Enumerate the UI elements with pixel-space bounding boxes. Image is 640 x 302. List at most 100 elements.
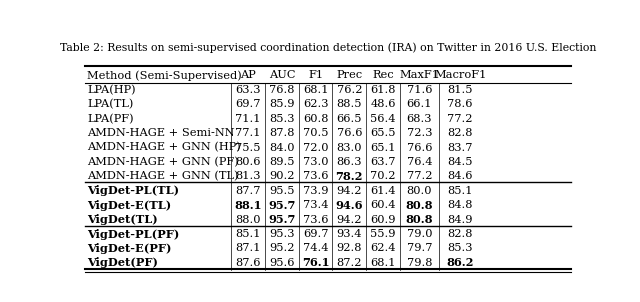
Text: 84.5: 84.5 xyxy=(447,157,473,167)
Text: AMDN-HAGE + GNN (PF): AMDN-HAGE + GNN (PF) xyxy=(88,157,239,167)
Text: 94.2: 94.2 xyxy=(337,186,362,196)
Text: 86.3: 86.3 xyxy=(337,157,362,167)
Text: 93.4: 93.4 xyxy=(337,229,362,239)
Text: LPA(PF): LPA(PF) xyxy=(88,114,134,124)
Text: 85.9: 85.9 xyxy=(269,99,294,109)
Text: AMDN-HAGE + Semi-NN: AMDN-HAGE + Semi-NN xyxy=(88,128,235,138)
Text: VigDet-PL(PF): VigDet-PL(PF) xyxy=(88,229,180,239)
Text: 76.6: 76.6 xyxy=(337,128,362,138)
Text: 60.8: 60.8 xyxy=(303,114,328,124)
Text: 95.6: 95.6 xyxy=(269,258,294,268)
Text: 73.6: 73.6 xyxy=(303,215,328,225)
Text: LPA(TL): LPA(TL) xyxy=(88,99,134,109)
Text: 76.1: 76.1 xyxy=(302,257,330,268)
Text: 75.5: 75.5 xyxy=(236,143,261,153)
Text: 81.3: 81.3 xyxy=(236,171,261,182)
Text: 90.2: 90.2 xyxy=(269,171,294,182)
Text: 78.6: 78.6 xyxy=(447,99,473,109)
Text: 69.7: 69.7 xyxy=(236,99,261,109)
Text: 83.0: 83.0 xyxy=(337,143,362,153)
Text: AMDN-HAGE + GNN (TL): AMDN-HAGE + GNN (TL) xyxy=(88,171,239,182)
Text: 48.6: 48.6 xyxy=(371,99,396,109)
Text: 84.8: 84.8 xyxy=(447,200,473,210)
Text: AP: AP xyxy=(240,70,256,80)
Text: 62.3: 62.3 xyxy=(303,99,328,109)
Text: 95.7: 95.7 xyxy=(268,214,296,225)
Text: 78.2: 78.2 xyxy=(335,171,363,182)
Text: AUC: AUC xyxy=(269,70,295,80)
Text: 73.4: 73.4 xyxy=(303,200,328,210)
Text: 79.7: 79.7 xyxy=(406,243,432,253)
Text: 66.1: 66.1 xyxy=(406,99,432,109)
Text: 87.6: 87.6 xyxy=(236,258,261,268)
Text: 68.1: 68.1 xyxy=(303,85,328,95)
Text: 60.4: 60.4 xyxy=(371,200,396,210)
Text: VigDet(TL): VigDet(TL) xyxy=(88,214,158,225)
Text: 94.2: 94.2 xyxy=(337,215,362,225)
Text: LPA(HP): LPA(HP) xyxy=(88,85,136,95)
Text: 87.1: 87.1 xyxy=(236,243,261,253)
Text: MacroF1: MacroF1 xyxy=(434,70,486,80)
Text: 88.5: 88.5 xyxy=(337,99,362,109)
Text: 84.9: 84.9 xyxy=(447,215,473,225)
Text: MaxF1: MaxF1 xyxy=(399,70,439,80)
Text: 55.9: 55.9 xyxy=(371,229,396,239)
Text: 80.6: 80.6 xyxy=(236,157,261,167)
Text: 73.0: 73.0 xyxy=(303,157,328,167)
Text: 63.3: 63.3 xyxy=(236,85,261,95)
Text: 89.5: 89.5 xyxy=(269,157,294,167)
Text: VigDet-E(PF): VigDet-E(PF) xyxy=(88,243,172,254)
Text: 79.0: 79.0 xyxy=(406,229,432,239)
Text: 65.1: 65.1 xyxy=(371,143,396,153)
Text: 85.3: 85.3 xyxy=(269,114,294,124)
Text: 60.9: 60.9 xyxy=(371,215,396,225)
Text: 87.2: 87.2 xyxy=(337,258,362,268)
Text: 85.3: 85.3 xyxy=(447,243,473,253)
Text: 72.0: 72.0 xyxy=(303,143,328,153)
Text: 95.3: 95.3 xyxy=(269,229,294,239)
Text: Prec: Prec xyxy=(336,70,362,80)
Text: 84.6: 84.6 xyxy=(447,171,473,182)
Text: 85.1: 85.1 xyxy=(447,186,473,196)
Text: 77.1: 77.1 xyxy=(236,128,261,138)
Text: 94.6: 94.6 xyxy=(335,200,363,211)
Text: 61.4: 61.4 xyxy=(371,186,396,196)
Text: Table 2: Results on semi-supervised coordination detection (IRA) on Twitter in 2: Table 2: Results on semi-supervised coor… xyxy=(60,42,596,53)
Text: 76.4: 76.4 xyxy=(406,157,432,167)
Text: VigDet(PF): VigDet(PF) xyxy=(88,257,159,268)
Text: 77.2: 77.2 xyxy=(406,171,432,182)
Text: 74.4: 74.4 xyxy=(303,243,328,253)
Text: 65.5: 65.5 xyxy=(371,128,396,138)
Text: 70.2: 70.2 xyxy=(371,171,396,182)
Text: 80.8: 80.8 xyxy=(406,200,433,211)
Text: 87.8: 87.8 xyxy=(269,128,294,138)
Text: 63.7: 63.7 xyxy=(371,157,396,167)
Text: 86.2: 86.2 xyxy=(447,257,474,268)
Text: 92.8: 92.8 xyxy=(337,243,362,253)
Text: 72.3: 72.3 xyxy=(406,128,432,138)
Text: 79.8: 79.8 xyxy=(406,258,432,268)
Text: VigDet-PL(TL): VigDet-PL(TL) xyxy=(88,185,180,196)
Text: 66.5: 66.5 xyxy=(337,114,362,124)
Text: 81.5: 81.5 xyxy=(447,85,473,95)
Text: Method (Semi-Supervised): Method (Semi-Supervised) xyxy=(88,70,242,81)
Text: 61.8: 61.8 xyxy=(371,85,396,95)
Text: 82.8: 82.8 xyxy=(447,229,473,239)
Text: 69.7: 69.7 xyxy=(303,229,328,239)
Text: F1: F1 xyxy=(308,70,323,80)
Text: 88.0: 88.0 xyxy=(236,215,261,225)
Text: 68.3: 68.3 xyxy=(406,114,432,124)
Text: 70.5: 70.5 xyxy=(303,128,328,138)
Text: VigDet-E(TL): VigDet-E(TL) xyxy=(88,200,172,211)
Text: 73.6: 73.6 xyxy=(303,171,328,182)
Text: 56.4: 56.4 xyxy=(371,114,396,124)
Text: 80.0: 80.0 xyxy=(406,186,432,196)
Text: 83.7: 83.7 xyxy=(447,143,473,153)
Text: 76.8: 76.8 xyxy=(269,85,294,95)
Text: 95.2: 95.2 xyxy=(269,243,294,253)
Text: 95.5: 95.5 xyxy=(269,186,294,196)
Text: 88.1: 88.1 xyxy=(234,200,262,211)
Text: 71.6: 71.6 xyxy=(406,85,432,95)
Text: 84.0: 84.0 xyxy=(269,143,294,153)
Text: 62.4: 62.4 xyxy=(371,243,396,253)
